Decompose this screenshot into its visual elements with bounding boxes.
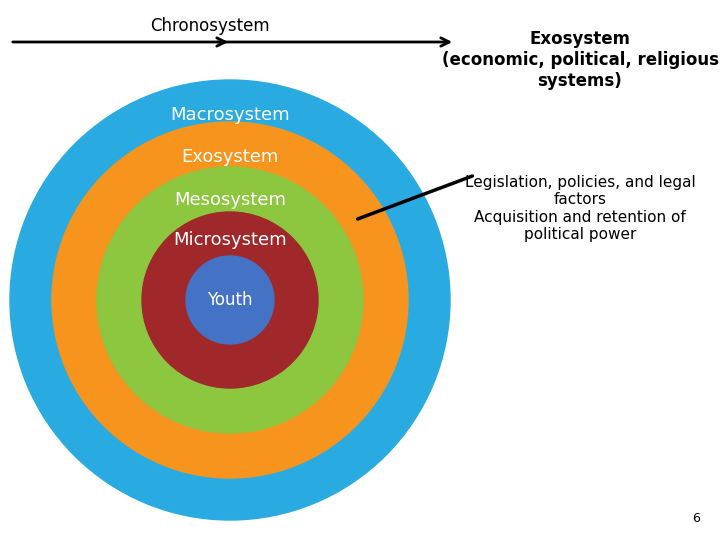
Text: Legislation, policies, and legal
factors
Acquisition and retention of
political : Legislation, policies, and legal factors… <box>464 175 696 242</box>
Circle shape <box>142 212 318 388</box>
Text: 6: 6 <box>692 512 700 525</box>
Text: Microsystem: Microsystem <box>174 231 287 249</box>
Text: Chronosystem: Chronosystem <box>150 17 270 35</box>
Text: Youth: Youth <box>207 291 253 309</box>
Text: Exosystem: Exosystem <box>181 148 279 166</box>
Circle shape <box>186 256 274 344</box>
Text: Mesosystem: Mesosystem <box>174 191 286 209</box>
Text: Exosystem
(economic, political, religious
systems): Exosystem (economic, political, religiou… <box>441 30 719 90</box>
Circle shape <box>97 167 363 433</box>
Circle shape <box>52 122 408 478</box>
Circle shape <box>10 80 450 520</box>
Text: Macrosystem: Macrosystem <box>170 106 290 124</box>
